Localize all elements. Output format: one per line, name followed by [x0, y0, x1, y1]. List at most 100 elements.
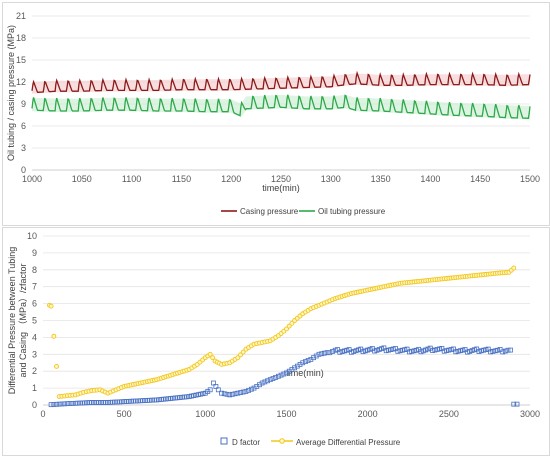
d-factor-point: [324, 350, 330, 356]
x-tick-label: 1300: [321, 174, 341, 184]
d-factor-point: [211, 380, 216, 386]
d-factor-point: [278, 372, 284, 378]
d-factor-point: [51, 402, 57, 407]
pressure-chart-panel: 0 3 6 9 12 15 18 21 1000 1050 1100 1150 1200 1250 1300…: [2, 2, 550, 226]
d-factor-point: [240, 389, 246, 395]
avg-pressure-point: [286, 323, 292, 329]
d-factor-point: [243, 389, 249, 394]
d-factor-point: [70, 401, 76, 406]
y-tick-label: 21: [16, 11, 26, 21]
legend-swatch: [220, 437, 228, 445]
d-factor-point: [48, 402, 54, 408]
x-tick-label: 1250: [271, 174, 291, 184]
x-tick-label: 1150: [172, 174, 191, 184]
d-factor-point: [303, 359, 308, 365]
x-tick-label: 1000: [22, 174, 42, 184]
d-factor-point: [235, 390, 241, 396]
x-tick-label: 2500: [439, 409, 459, 419]
y-tick-label: 9: [32, 248, 37, 258]
y-tick-label: 3: [32, 349, 37, 359]
y-tick-label: 0: [21, 165, 26, 175]
d-factor-point: [316, 351, 322, 357]
d-factor-point: [497, 346, 503, 352]
d-factor-point: [300, 360, 306, 366]
differential-chart-panel: 0 1 2 3 4 5 6 7 8 9 10 0 500 1000 1500 2000 2500 3000 time…: [2, 227, 550, 456]
series-line-tubing: [31, 94, 531, 120]
d-factor-point: [238, 390, 243, 396]
legend-label: Oil tubing pressure: [318, 207, 386, 216]
legend-label: Average Differential Pressure: [296, 438, 401, 447]
d-factor-point: [246, 387, 252, 393]
y-tick-label: 3: [21, 143, 26, 153]
d-factor-point: [227, 392, 233, 398]
y-tick-label: 8: [32, 265, 37, 275]
avg-pressure-point: [54, 363, 59, 369]
d-factor-point: [511, 401, 517, 407]
x-axis-title: time(min): [286, 368, 324, 378]
d-factor-point: [215, 387, 221, 393]
y-tick-label: 5: [32, 316, 37, 326]
x-tick-label: 1500: [276, 409, 296, 419]
avg-pressure-point: [240, 349, 246, 355]
d-factor-point: [262, 379, 268, 385]
d-factor-point: [221, 391, 227, 397]
d-factor-point: [281, 371, 287, 377]
d-factor-point: [67, 401, 73, 406]
y-tick-label: 0: [32, 400, 37, 410]
avg-pressure-point: [210, 355, 216, 361]
d-factor-point: [327, 350, 333, 356]
d-factor-point: [508, 347, 513, 353]
d-factor-point: [270, 376, 276, 381]
d-factor-point: [62, 401, 68, 407]
avg-pressure-point: [511, 265, 517, 271]
y-tick-label: 18: [16, 33, 26, 43]
y-tick-label: 6: [21, 121, 26, 131]
d-factor-point: [505, 347, 511, 353]
d-factor-point: [273, 374, 279, 380]
d-factor-point: [275, 373, 281, 379]
d-factor-point: [330, 349, 335, 354]
y-axis-title: Oil tubing / casing pressure (MPa): [6, 25, 16, 161]
d-factor-point: [232, 391, 238, 397]
avg-pressure-point: [238, 352, 243, 358]
x-tick-label: 500: [117, 409, 132, 419]
avg-pressure-point: [284, 326, 289, 332]
y-tick-label: 1: [32, 383, 37, 393]
y-tick-label: 9: [21, 99, 26, 109]
avg-pressure-point: [235, 355, 241, 361]
x-tick-label: 1050: [72, 174, 92, 184]
x-tick-label: 2000: [358, 409, 378, 419]
x-tick-label: 1450: [470, 174, 490, 184]
d-factor-point: [59, 401, 65, 407]
d-factor-point: [502, 348, 508, 354]
x-tick-label: 1000: [195, 409, 215, 419]
d-factor-point: [267, 377, 273, 383]
x-tick-label: 1350: [371, 174, 391, 184]
legend-label: Casing pressure: [240, 207, 299, 216]
d-factor-point: [207, 387, 213, 393]
d-factor-point: [213, 384, 219, 389]
y-tick-label: 10: [27, 231, 37, 241]
d-factor-point: [500, 349, 506, 355]
pressure-chart: 0 3 6 9 12 15 18 21 1000 1050 1100 1150 1200 1250 1300…: [6, 11, 540, 216]
avg-pressure-point: [48, 303, 54, 309]
d-factor-point: [265, 378, 270, 384]
d-factor-point: [219, 390, 224, 396]
d-factor-point: [319, 351, 325, 357]
x-tick-label: 1400: [420, 174, 440, 184]
x-axis-title: time(min): [262, 183, 300, 193]
y-tick-label: 4: [32, 332, 37, 342]
d-factor-point: [259, 380, 265, 386]
legend-label: D factor: [232, 438, 260, 447]
series-band: [32, 73, 530, 94]
x-tick-label: 0: [40, 409, 45, 419]
y-tick-label: 2: [32, 366, 37, 376]
d-factor-point: [305, 358, 311, 363]
y-tick-label: 7: [32, 282, 37, 292]
y-axis-title: Differential Pressure between Tubingand …: [7, 247, 28, 394]
x-tick-label: 1100: [122, 174, 141, 184]
avg-pressure-point: [51, 333, 57, 339]
x-tick-label: 1500: [520, 174, 540, 184]
d-factor-point: [229, 391, 235, 397]
differential-chart: 0 1 2 3 4 5 6 7 8 9 10 0 500 1000 1500 2000 2500 3000 time…: [7, 231, 540, 447]
